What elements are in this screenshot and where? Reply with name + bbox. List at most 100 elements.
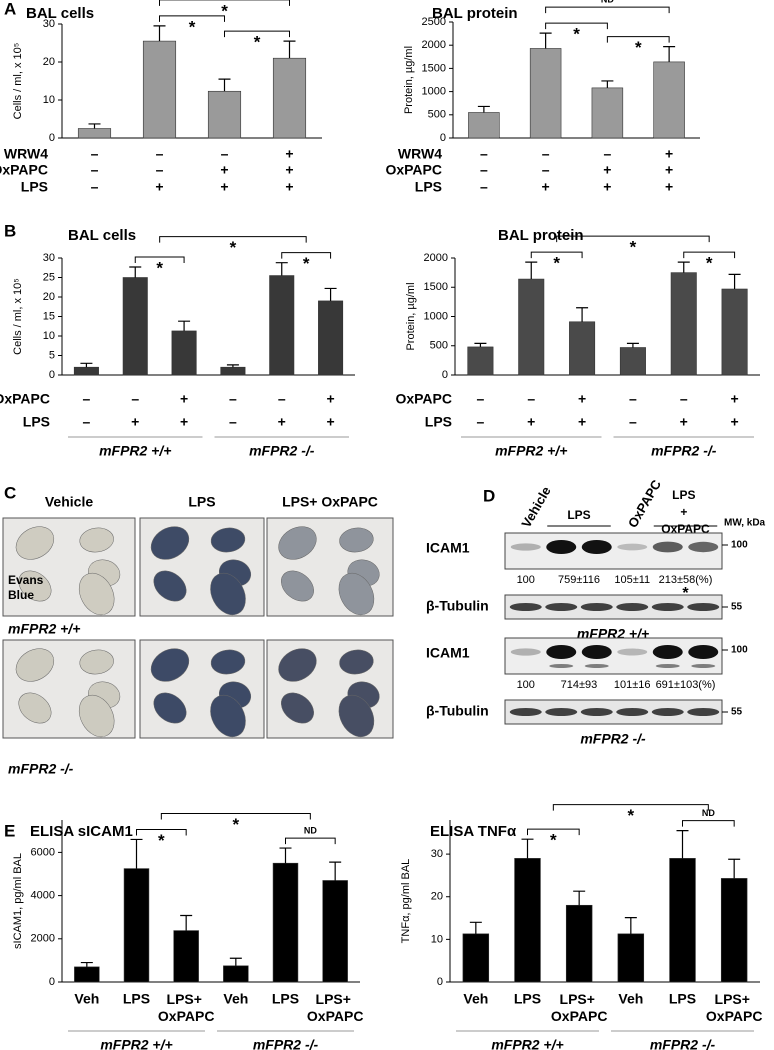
significance-label: * xyxy=(233,815,240,834)
lung-lobe xyxy=(338,572,375,616)
x-tick-label: LPS+ OxPAPC xyxy=(158,991,215,1024)
blot-band xyxy=(509,603,542,611)
dye-label: Evans xyxy=(8,573,44,587)
dye-label: Blue xyxy=(8,588,34,602)
bar xyxy=(122,277,148,376)
y-tick-label: 20 xyxy=(43,291,55,303)
significance-label: ND xyxy=(601,0,614,5)
blot-row-label: ICAM1 xyxy=(426,540,470,556)
bar xyxy=(220,366,246,376)
x-tick-label: LPS xyxy=(123,991,150,1007)
bar xyxy=(468,112,500,139)
blot-band xyxy=(581,645,612,659)
treatment-label: LPS xyxy=(21,179,48,195)
treatment-sign: – xyxy=(527,391,535,407)
blot-band xyxy=(545,603,578,611)
group-label: mFPR2 +/+ xyxy=(99,443,171,459)
significance-label: * xyxy=(221,1,228,20)
blot-row-label: β-Tubulin xyxy=(426,598,489,614)
treatment-sign: + xyxy=(180,391,188,407)
chart-title: BAL cells xyxy=(68,227,136,244)
y-tick-label: 20 xyxy=(43,56,55,68)
significance-bracket xyxy=(285,837,336,845)
quantification: 101±16 xyxy=(614,679,651,691)
panel-label: D xyxy=(483,486,495,505)
treatment-sign: + xyxy=(155,179,163,195)
y-axis-label: sICAM1, pg/ml BAL xyxy=(12,853,24,949)
error-bar xyxy=(279,847,292,864)
error-bar xyxy=(676,830,689,859)
treatment-sign: + xyxy=(603,162,611,178)
lung-lobe xyxy=(153,570,187,602)
treatment-sign: – xyxy=(229,391,237,407)
error-bar xyxy=(521,838,534,859)
error-bar xyxy=(180,914,193,931)
treatment-label: OxPAPC xyxy=(0,391,50,407)
lung-lobe xyxy=(150,648,190,682)
error-bar xyxy=(218,78,231,92)
blot-band xyxy=(580,708,613,716)
quantification: 759±116 xyxy=(558,574,600,586)
lung-lobe xyxy=(339,649,374,675)
significance-bracket xyxy=(160,812,311,820)
significance-bracket xyxy=(159,236,307,243)
photo-column-label: LPS xyxy=(188,494,215,510)
x-tick-label: Veh xyxy=(223,991,248,1007)
y-tick-label: 10 xyxy=(43,94,55,106)
treatment-sign: + xyxy=(285,179,293,195)
y-tick-label: 1500 xyxy=(422,62,446,74)
y-tick-label: 2000 xyxy=(422,39,446,51)
error-bar xyxy=(226,364,239,368)
lung-lobe xyxy=(153,692,187,724)
y-tick-label: 30 xyxy=(43,18,55,30)
error-bar xyxy=(80,362,93,368)
error-bar xyxy=(525,261,538,280)
y-tick-label: 2000 xyxy=(31,933,55,945)
lung-lobe xyxy=(210,694,246,738)
lung-lobe xyxy=(150,526,190,560)
error-bar xyxy=(88,123,101,129)
y-tick-label: 0 xyxy=(440,132,446,144)
significance-label: * xyxy=(158,831,165,850)
blot-band xyxy=(616,603,649,611)
significance-bracket xyxy=(545,6,670,14)
treatment-sign: + xyxy=(220,179,228,195)
significance-label: * xyxy=(706,254,713,273)
treatment-sign: + xyxy=(578,414,586,430)
treatment-sign: – xyxy=(542,146,550,162)
error-bar xyxy=(477,105,490,113)
blot-band xyxy=(688,541,719,553)
blot-band xyxy=(688,645,719,659)
blot-column-label: OxPAPC xyxy=(625,477,665,530)
bar xyxy=(653,61,685,139)
chart-title: ELISA TNFα xyxy=(430,823,517,840)
lung-lobe xyxy=(18,692,52,724)
quantification: 100 xyxy=(517,574,535,586)
significance-label: * xyxy=(230,238,237,257)
quantification: 691±103(%) xyxy=(656,679,716,691)
quantification: 213±58(%) xyxy=(659,574,713,586)
significance-label: * xyxy=(628,806,635,825)
y-tick-label: 4000 xyxy=(31,890,55,902)
treatment-label: OxPAPC xyxy=(0,162,48,178)
error-bar xyxy=(283,40,296,59)
treatment-sign: – xyxy=(91,162,99,178)
quantification: 100 xyxy=(517,679,535,691)
blot-band xyxy=(617,543,648,551)
bar xyxy=(529,48,562,139)
group-label: mFPR2 -/- xyxy=(249,443,315,459)
x-tick-label: LPS+ OxPAPC xyxy=(551,991,608,1024)
treatment-sign: + xyxy=(527,414,535,430)
treatment-sign: – xyxy=(480,146,488,162)
bar xyxy=(617,933,645,983)
treatment-sign: + xyxy=(603,179,611,195)
blot-band xyxy=(651,603,684,611)
lung-lobe xyxy=(281,570,314,602)
blot-band xyxy=(510,648,541,656)
error-bar xyxy=(324,287,337,301)
treatment-sign: – xyxy=(603,146,611,162)
significance-label: * xyxy=(156,258,163,277)
blot-band xyxy=(581,540,612,554)
y-tick-label: 10 xyxy=(431,933,443,945)
significance-label: ND xyxy=(304,825,317,835)
